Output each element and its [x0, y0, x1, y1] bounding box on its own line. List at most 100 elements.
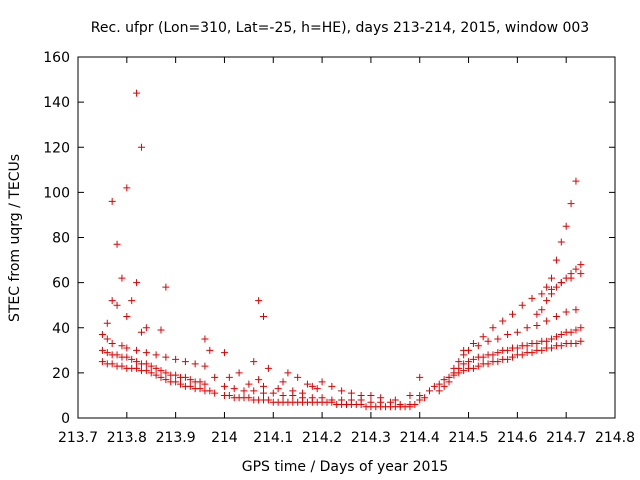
data-point [557, 342, 565, 350]
data-point [201, 335, 209, 343]
data-point [557, 238, 565, 246]
data-point [567, 270, 575, 278]
data-point [572, 326, 580, 334]
data-point [425, 387, 433, 395]
data-point [406, 400, 414, 408]
data-point [523, 342, 531, 350]
data-point [284, 369, 292, 377]
y-tick-label: 120 [43, 140, 70, 156]
y-tick-label: 100 [43, 185, 70, 201]
data-point [181, 373, 189, 381]
data-point [118, 342, 126, 350]
data-points [98, 89, 585, 411]
data-point [572, 306, 580, 314]
data-point [172, 371, 180, 379]
data-point [577, 337, 585, 345]
data-point [172, 378, 180, 386]
data-point [152, 371, 160, 379]
data-point [142, 324, 150, 332]
data-point [157, 326, 165, 334]
data-point [416, 391, 424, 399]
data-point [133, 89, 141, 97]
data-point [250, 387, 258, 395]
data-point [508, 353, 516, 361]
y-tick-label: 40 [52, 321, 70, 337]
data-point [225, 391, 233, 399]
data-point [367, 398, 375, 406]
data-point [279, 378, 287, 386]
data-point [552, 312, 560, 320]
data-point [196, 385, 204, 393]
data-point [469, 355, 477, 363]
data-point [308, 382, 316, 390]
data-point [318, 394, 326, 402]
data-point [177, 380, 185, 388]
data-point [274, 385, 282, 393]
data-point [543, 283, 551, 291]
data-point [118, 362, 126, 370]
data-point [440, 382, 448, 390]
data-point [289, 387, 297, 395]
data-point [220, 349, 228, 357]
data-point [543, 297, 551, 305]
data-point [562, 274, 570, 282]
x-tick-label: 214.7 [546, 430, 586, 446]
data-point [450, 364, 458, 372]
data-point [260, 389, 268, 397]
data-point [474, 362, 482, 370]
x-tick-label: 213.8 [107, 430, 147, 446]
data-point [528, 294, 536, 302]
data-point [445, 373, 453, 381]
data-point [504, 346, 512, 354]
y-tick-label: 140 [43, 95, 70, 111]
data-point [489, 324, 497, 332]
y-axis-label: STEC from uqrg / TECUs [7, 154, 23, 322]
data-point [157, 367, 165, 375]
data-point [460, 360, 468, 368]
data-point [406, 391, 414, 399]
data-point [494, 335, 502, 343]
data-point [567, 328, 575, 336]
y-axis-ticks: 0 20 40 60 80 100 120 140 160 [43, 50, 615, 427]
data-point [523, 324, 531, 332]
data-point [338, 396, 346, 404]
y-tick-label: 160 [43, 50, 70, 66]
data-point [508, 310, 516, 318]
data-point [557, 279, 565, 287]
data-point [435, 387, 443, 395]
data-point [391, 396, 399, 404]
data-point [377, 394, 385, 402]
data-point [162, 353, 170, 361]
data-point [572, 177, 580, 185]
x-tick-label: 213.7 [58, 430, 98, 446]
data-point [113, 240, 121, 248]
data-point [396, 400, 404, 408]
data-point [386, 398, 394, 406]
data-point [152, 351, 160, 359]
data-point [577, 270, 585, 278]
data-point [98, 331, 106, 339]
data-point [142, 349, 150, 357]
data-point [201, 362, 209, 370]
data-point [557, 331, 565, 339]
x-tick-label: 214.4 [400, 430, 440, 446]
data-point [162, 283, 170, 291]
data-point [133, 364, 141, 372]
data-point [489, 351, 497, 359]
data-point [543, 317, 551, 325]
data-point [225, 373, 233, 381]
data-point [465, 358, 473, 366]
data-point [421, 394, 429, 402]
data-point [518, 301, 526, 309]
data-point [245, 380, 253, 388]
x-tick-label: 214.6 [497, 430, 537, 446]
y-tick-label: 80 [52, 231, 70, 247]
data-point [318, 378, 326, 386]
x-tick-label: 213.9 [156, 430, 196, 446]
data-point [572, 265, 580, 273]
data-point [543, 337, 551, 345]
data-point [338, 387, 346, 395]
data-point [103, 335, 111, 343]
data-point [552, 333, 560, 341]
